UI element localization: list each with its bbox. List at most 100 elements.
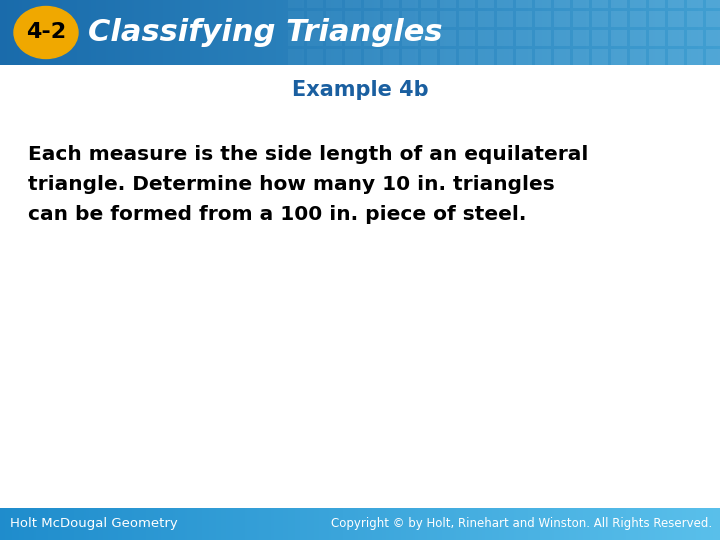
Bar xyxy=(379,0,382,65)
Bar xyxy=(322,0,324,65)
Bar xyxy=(86,0,89,65)
Bar xyxy=(252,508,254,540)
Bar xyxy=(257,508,259,540)
Bar xyxy=(228,508,230,540)
Bar xyxy=(592,11,608,27)
Bar xyxy=(516,0,518,65)
Bar xyxy=(65,508,67,540)
Bar xyxy=(79,508,81,540)
Bar xyxy=(634,0,636,65)
Bar xyxy=(317,508,319,540)
Bar xyxy=(50,508,53,540)
Bar xyxy=(564,508,567,540)
Bar xyxy=(43,0,45,65)
Bar xyxy=(223,0,225,65)
Bar xyxy=(58,508,60,540)
Bar xyxy=(91,0,94,65)
Bar xyxy=(402,11,418,27)
Bar xyxy=(274,508,276,540)
Bar xyxy=(135,0,137,65)
Bar xyxy=(547,0,549,65)
Bar xyxy=(531,508,533,540)
Bar xyxy=(677,508,679,540)
Bar xyxy=(643,508,646,540)
Bar xyxy=(358,0,360,65)
Bar xyxy=(646,0,648,65)
Bar xyxy=(326,30,342,46)
Bar xyxy=(346,0,348,65)
Bar xyxy=(168,0,171,65)
Bar xyxy=(288,30,304,46)
Bar xyxy=(451,0,454,65)
Bar xyxy=(149,0,151,65)
Bar xyxy=(662,508,665,540)
Bar xyxy=(130,0,132,65)
Bar xyxy=(290,508,293,540)
Bar xyxy=(446,508,449,540)
Bar xyxy=(636,0,639,65)
Bar xyxy=(485,508,487,540)
Bar xyxy=(461,0,463,65)
Bar xyxy=(171,508,173,540)
Bar xyxy=(293,508,295,540)
Bar xyxy=(364,49,380,65)
Bar xyxy=(81,0,84,65)
Bar xyxy=(225,0,228,65)
Bar xyxy=(626,508,629,540)
Bar xyxy=(689,0,691,65)
Bar xyxy=(432,508,434,540)
Bar xyxy=(34,508,36,540)
Bar xyxy=(684,508,686,540)
Bar xyxy=(691,0,693,65)
Bar xyxy=(547,508,549,540)
Bar xyxy=(535,11,551,27)
Bar xyxy=(571,0,574,65)
Bar xyxy=(641,508,643,540)
Bar xyxy=(463,0,466,65)
Bar xyxy=(559,0,562,65)
Bar xyxy=(499,508,502,540)
Bar xyxy=(283,508,286,540)
Bar xyxy=(214,0,216,65)
Bar xyxy=(603,0,605,65)
Bar xyxy=(630,49,646,65)
Bar xyxy=(218,0,221,65)
Bar xyxy=(617,0,619,65)
Bar xyxy=(650,508,653,540)
Bar xyxy=(509,508,511,540)
Bar xyxy=(449,0,451,65)
Bar xyxy=(480,0,482,65)
Bar xyxy=(394,508,396,540)
Bar xyxy=(588,508,590,540)
Bar xyxy=(99,0,101,65)
Bar xyxy=(590,0,593,65)
Bar xyxy=(630,11,646,27)
Bar xyxy=(403,0,405,65)
Bar xyxy=(50,0,53,65)
Bar xyxy=(364,0,380,8)
Bar xyxy=(192,0,194,65)
Bar xyxy=(151,508,153,540)
Bar xyxy=(383,49,399,65)
Bar xyxy=(264,0,266,65)
Bar xyxy=(454,508,456,540)
Bar xyxy=(408,508,410,540)
Bar xyxy=(569,0,571,65)
Bar xyxy=(341,0,343,65)
Bar xyxy=(398,508,401,540)
Bar xyxy=(441,0,444,65)
Bar xyxy=(209,508,211,540)
Bar xyxy=(430,0,432,65)
Bar xyxy=(185,508,187,540)
Bar xyxy=(706,508,708,540)
Bar xyxy=(480,508,482,540)
Bar xyxy=(372,0,374,65)
Bar xyxy=(351,508,353,540)
Bar xyxy=(379,508,382,540)
Bar xyxy=(204,508,207,540)
Bar xyxy=(346,508,348,540)
Bar xyxy=(611,0,627,8)
Bar xyxy=(598,0,600,65)
Bar xyxy=(94,508,96,540)
Bar xyxy=(523,508,526,540)
